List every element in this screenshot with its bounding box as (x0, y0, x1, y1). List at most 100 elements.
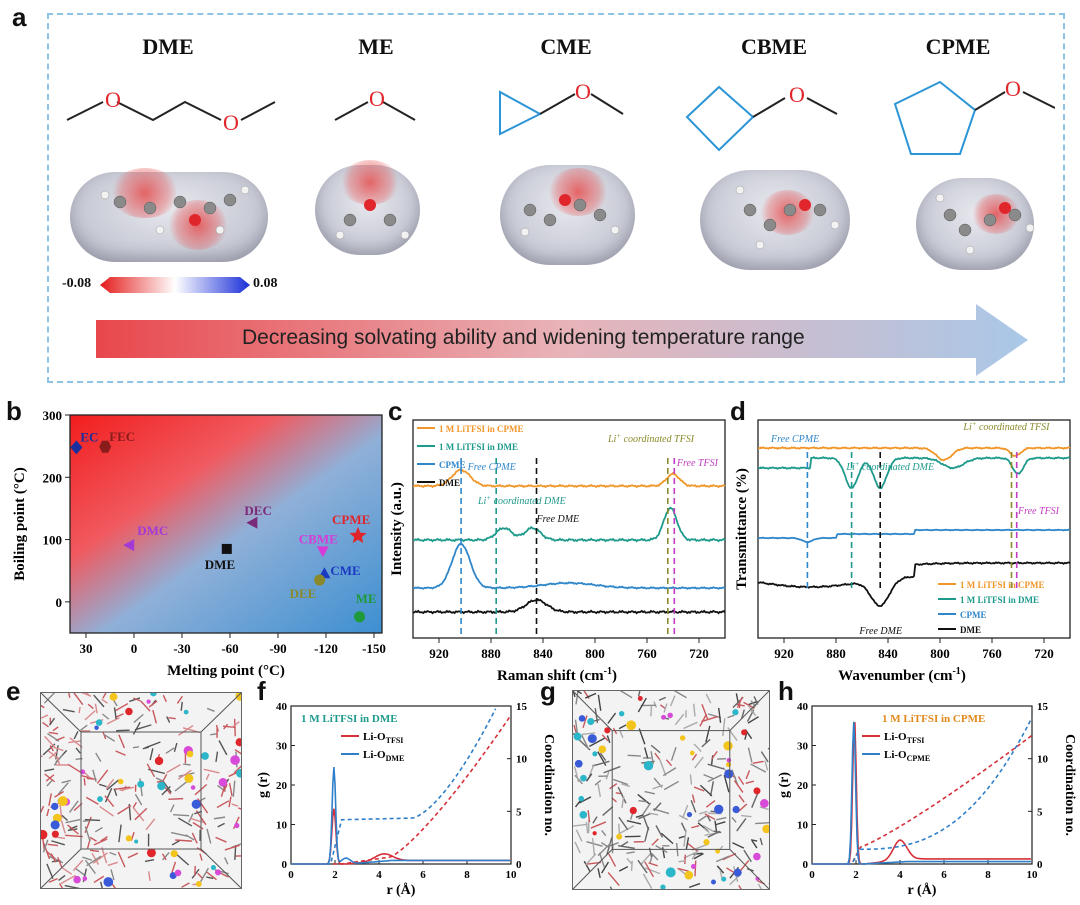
md-bond (707, 713, 722, 719)
md-bond (115, 750, 126, 756)
chart-c-legend-label: 1 M LiTFSI in DME (439, 442, 518, 452)
chart-c-annotation-free-tfsi: Free TFSI (676, 458, 719, 469)
md-bond (757, 883, 763, 889)
md-bond (637, 691, 641, 697)
md-atom (146, 848, 156, 858)
chart-h-ytick-label: 0 (803, 859, 809, 871)
md-bond (691, 849, 700, 860)
chart-c-annotation-li-coord-tfsi: Li+ coordinated TFSI (607, 432, 695, 445)
md-bond (46, 808, 50, 817)
md-g-box-inner (611, 730, 731, 850)
md-g-box-edge (573, 849, 613, 889)
md-bond (738, 794, 745, 803)
chart-b-point-label: CPME (332, 512, 370, 527)
md-bond (612, 778, 629, 786)
md-bond (659, 704, 666, 710)
md-bond (134, 807, 148, 821)
chart-b-point-label: EC (80, 429, 98, 444)
md-bond (80, 724, 88, 731)
md-bond (100, 836, 108, 842)
md-bond (93, 694, 105, 708)
chart-h-xtick-label: 6 (941, 869, 947, 881)
chart-d-xtick-label: 760 (982, 646, 1002, 661)
md-bond (621, 795, 625, 809)
md-bond (47, 732, 60, 742)
md-bond (85, 693, 91, 697)
md-bond (133, 697, 141, 702)
md-bond (750, 839, 758, 842)
skeletal-structures: O O O O O O (66, 76, 1055, 155)
chart-d-legend-label: DME (960, 625, 981, 635)
chart-c-series-cpme (412, 542, 726, 590)
md-bond (58, 883, 64, 888)
md-bond (67, 824, 79, 835)
md-atom (234, 822, 240, 829)
md-bond (576, 691, 582, 695)
chart-h-title: 1 M LiTFSI in CPME (882, 713, 985, 725)
md-bond (59, 803, 63, 820)
md-atom (57, 796, 68, 807)
md-bond (701, 715, 718, 723)
md-bond (41, 805, 45, 814)
md-bond (134, 793, 143, 806)
chart-h-ytick-label: 20 (797, 780, 809, 792)
md-bond (118, 824, 122, 843)
md-bond (609, 783, 618, 790)
md-atom (616, 833, 623, 840)
md-bond (694, 756, 704, 769)
chart-d-xtick-label: 720 (1034, 646, 1054, 661)
chart-h-coordination-cpme (847, 717, 1033, 865)
panel-label-e: e (6, 676, 21, 706)
md-bond (694, 860, 697, 877)
svg-text:O: O (789, 82, 805, 107)
chart-f-rdf-tfsi (291, 808, 510, 865)
md-bond (171, 861, 177, 874)
md-bond (144, 858, 155, 863)
md-bond (738, 885, 742, 889)
md-bond (704, 831, 722, 837)
chart-b-xtick-label: -150 (362, 641, 386, 656)
chart-d-legend-label: 1 M LiTFSI in DME (960, 595, 1039, 605)
md-bond (643, 816, 650, 831)
md-bond (665, 759, 673, 767)
chart-c-xtick-label: 760 (637, 646, 657, 661)
md-bond (693, 786, 705, 792)
chart-h-xtick-label: 0 (809, 869, 815, 881)
me-skeleton (334, 101, 416, 121)
chart-h-y2tick-label: 5 (1037, 806, 1043, 818)
md-bond (691, 753, 698, 761)
md-bond (93, 838, 108, 846)
md-bond (41, 704, 45, 709)
chart-d-annotation-li-coord-tfsi: Li+ coordinated TFSI (962, 420, 1050, 433)
md-bond (655, 825, 664, 838)
md-bond (165, 747, 175, 754)
md-bond (741, 709, 745, 719)
md-bond (678, 835, 685, 839)
md-bond (106, 779, 120, 791)
chart-f-plot-area (290, 705, 512, 865)
md-g-box-edge (729, 849, 769, 889)
md-bond (658, 696, 667, 701)
md-atom (52, 813, 62, 823)
md-bond (43, 693, 56, 704)
md-bond (703, 773, 715, 780)
md-bond (161, 853, 167, 861)
chart-b-xlabel: Melting point (°C) (167, 663, 285, 679)
md-bond (67, 763, 81, 773)
md-bond (232, 816, 240, 830)
md-bond (177, 817, 193, 827)
md-bond (767, 747, 769, 750)
chart-f-y2label: Coordination no. (541, 734, 555, 836)
md-bond (99, 805, 114, 817)
md-bond (638, 728, 646, 745)
chart-f-xtick-label: 6 (420, 869, 426, 881)
chart-b-point-label: ME (356, 591, 377, 606)
md-bond (731, 816, 737, 823)
md-atom (150, 693, 157, 697)
chart-f-ytick-label: 30 (276, 741, 288, 753)
md-g-box-edge (573, 691, 613, 731)
chart-f-legend-label: Li-OTFSI (363, 731, 403, 745)
md-atom (186, 750, 194, 758)
md-bond (56, 756, 61, 766)
